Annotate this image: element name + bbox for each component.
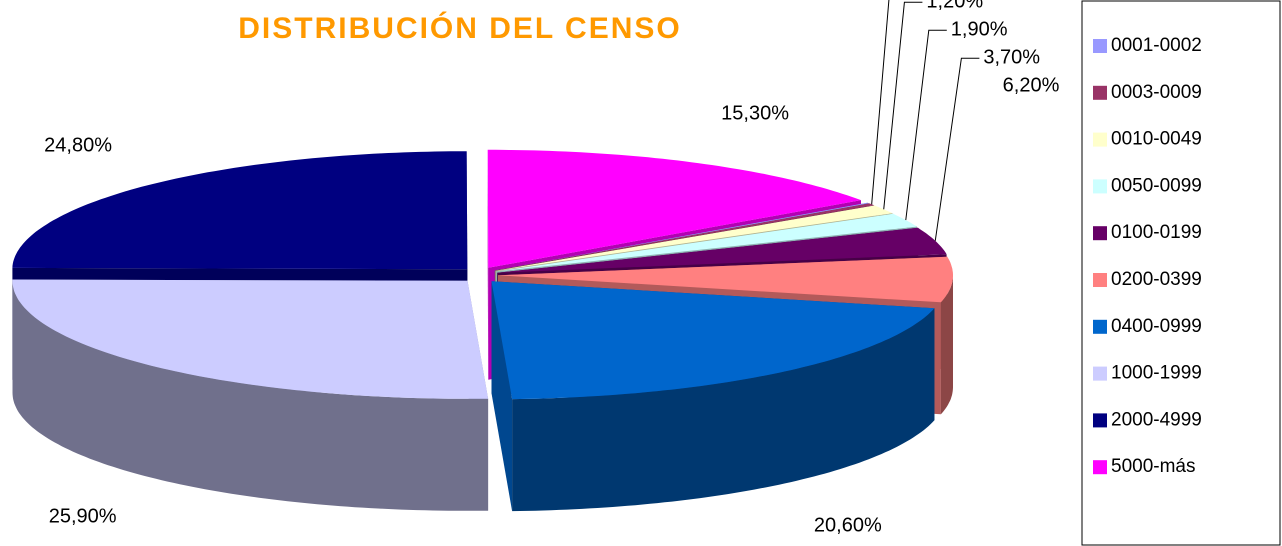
legend-swatch bbox=[1093, 413, 1107, 428]
legend-swatch bbox=[1093, 85, 1107, 100]
legend-swatch bbox=[1093, 179, 1107, 194]
legend-swatch bbox=[1093, 366, 1107, 381]
slice bbox=[491, 281, 935, 400]
slice bbox=[495, 205, 893, 271]
chart-title: DISTRIBUCIÓN DEL CENSO bbox=[238, 11, 681, 45]
pie-tops bbox=[12, 149, 953, 400]
slice bbox=[12, 279, 489, 399]
slice bbox=[497, 227, 947, 273]
legend-swatch bbox=[1093, 319, 1107, 334]
legend-swatch bbox=[1093, 39, 1107, 53]
legend-label: 0001-0002 bbox=[1111, 35, 1202, 56]
slice-side bbox=[512, 308, 935, 512]
legend-swatch bbox=[1093, 460, 1107, 475]
data-label: 1,90% bbox=[951, 19, 1008, 41]
legend-label: 1000-1999 bbox=[1111, 363, 1202, 384]
legend-box bbox=[1081, 0, 1281, 546]
slice-radial-face bbox=[491, 281, 513, 512]
slice bbox=[494, 202, 870, 271]
data-label: 3,70% bbox=[983, 47, 1040, 69]
legend-label: 0010-0049 bbox=[1111, 129, 1202, 150]
leader-line bbox=[871, 0, 890, 205]
legend-label: 0003-0009 bbox=[1111, 82, 1202, 103]
data-label: 25,90% bbox=[49, 506, 117, 528]
legend-label: 0200-0399 bbox=[1111, 269, 1202, 290]
labels: 0,30%1,20%1,90%3,70%6,20%20,60%25,90%24,… bbox=[44, 0, 1060, 537]
data-label: 1,20% bbox=[926, 0, 983, 13]
legend-label: 0400-0999 bbox=[1111, 316, 1202, 337]
legend-swatch bbox=[1093, 226, 1107, 241]
leader-line bbox=[934, 57, 980, 241]
slice bbox=[498, 256, 953, 303]
slice-side bbox=[12, 280, 489, 511]
slice bbox=[487, 149, 861, 268]
leader-line bbox=[883, 1, 923, 210]
data-label: 20,60% bbox=[814, 515, 882, 537]
slice-radial-face bbox=[487, 149, 489, 380]
slice bbox=[496, 213, 917, 272]
slice-side bbox=[940, 275, 953, 415]
data-label: 15,30% bbox=[721, 103, 789, 125]
legend-label: 0050-0099 bbox=[1111, 175, 1202, 196]
slice bbox=[12, 151, 468, 270]
slice bbox=[494, 203, 875, 271]
legend-label: 2000-4999 bbox=[1111, 409, 1202, 430]
legend-label: 5000-más bbox=[1111, 456, 1196, 477]
legend-label: 0100-0199 bbox=[1111, 222, 1202, 243]
leader-line bbox=[905, 29, 947, 221]
legend-swatch bbox=[1093, 273, 1107, 287]
data-label: 24,80% bbox=[44, 135, 112, 157]
data-label: 6,20% bbox=[1003, 75, 1060, 97]
legend-swatch bbox=[1093, 132, 1107, 147]
